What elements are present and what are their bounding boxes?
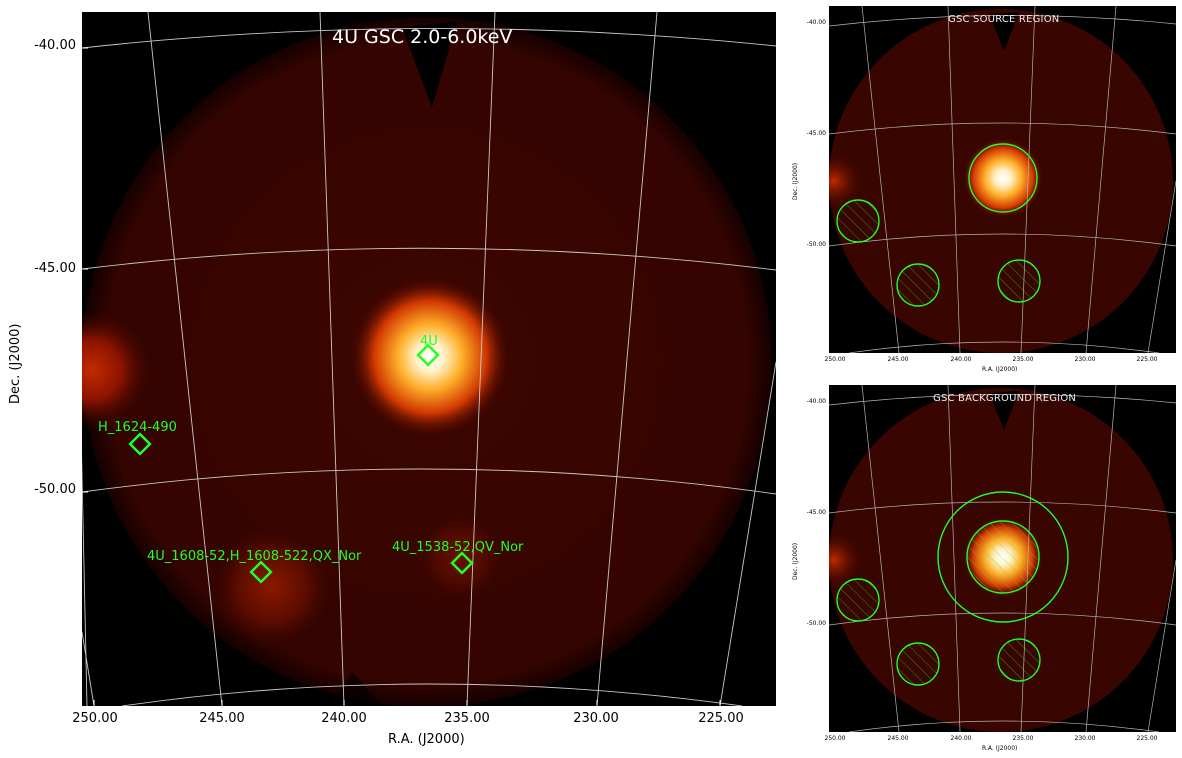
source-xtick-4: 235.00: [1012, 356, 1034, 363]
source-ylabel: Dec. (J2000): [792, 162, 799, 200]
source-region-map: [829, 6, 1176, 353]
source-xtick-1: 250.00: [824, 356, 846, 363]
bg-exclusion-region-2: [896, 642, 940, 686]
bg-xtick-3: 240.00: [950, 735, 972, 742]
grid-dec-55: [121, 683, 743, 706]
grid-ra-255: [82, 631, 95, 706]
grid-ra-235: [466, 12, 496, 706]
main-xtick-6: 225.00: [698, 711, 744, 726]
bg-xtick-4: 235.00: [1012, 735, 1034, 742]
main-xtick-2: 245.00: [199, 711, 245, 726]
marker-4u: [416, 343, 440, 367]
exclusion-region-1: [836, 199, 880, 243]
bg-ytick-3: -50.00: [806, 620, 826, 627]
main-title: 4U GSC 2.0-6.0keV: [332, 26, 513, 48]
source-ytick-3: -50.00: [806, 241, 826, 248]
marker-qv-nor: [450, 551, 474, 575]
main-ylabel: Dec. (J2000): [8, 323, 23, 404]
bg-xlabel: R.A. (J2000): [982, 745, 1018, 752]
source-region-panel[interactable]: GSC SOURCE REGION: [829, 6, 1176, 353]
source-region-circle: [968, 143, 1038, 213]
source-ytick-2: -45.00: [806, 130, 826, 137]
background-panel-title: GSC BACKGROUND REGION: [933, 393, 1077, 404]
source-panel-title: GSC SOURCE REGION: [948, 14, 1060, 25]
grid-ra-240: [319, 12, 345, 706]
main-ytick-2: -45.00: [34, 261, 76, 276]
source-ytick-1: -40.00: [806, 19, 826, 26]
grid-ra-250: [147, 12, 223, 706]
bg-ytick-1: -40.00: [806, 398, 826, 405]
bg-xtick-1: 250.00: [824, 735, 846, 742]
background-annulus-outer: [937, 491, 1069, 623]
main-image-panel[interactable]: 4U GSC 2.0-6.0keV 4U H_1624-490 4U_1608-…: [82, 12, 776, 706]
exclusion-region-3: [997, 259, 1041, 303]
main-xlabel: R.A. (J2000): [388, 732, 465, 747]
fov-notch-bottom: [332, 672, 382, 706]
blob-4u: [350, 277, 510, 437]
bg-xtick-2: 245.00: [887, 735, 909, 742]
label-4u: 4U: [420, 334, 438, 349]
main-xtick-1: 250.00: [72, 711, 118, 726]
source-xtick-2: 245.00: [887, 356, 909, 363]
marker-h1624: [128, 432, 152, 456]
label-qx-nor: 4U_1608-52,H_1608-522,QX_Nor: [147, 549, 362, 564]
source-xtick-3: 240.00: [950, 356, 972, 363]
fov-notch-top: [402, 22, 457, 107]
source-xtick-6: 225.00: [1136, 356, 1158, 363]
frame-ticks: [82, 47, 721, 706]
main-ytick-3: -50.00: [34, 482, 76, 497]
main-ytick-1: -40.00: [34, 38, 76, 53]
grid-dec-40: [82, 28, 776, 49]
exclusion-region-2: [896, 263, 940, 307]
label-h1624: H_1624-490: [98, 420, 177, 435]
bg-ylabel: Dec. (J2000): [792, 542, 799, 580]
background-annulus-inner: [966, 520, 1040, 594]
grid-dec-50: [82, 468, 776, 495]
blob-h1624: [82, 310, 152, 430]
source-xlabel: R.A. (J2000): [982, 366, 1018, 373]
background-region-map: [829, 385, 1176, 732]
main-xtick-5: 230.00: [573, 711, 619, 726]
bg-ytick-2: -45.00: [806, 509, 826, 516]
grid-ra-230: [596, 12, 658, 706]
marker-qx-nor: [249, 560, 273, 584]
main-xtick-3: 240.00: [321, 711, 367, 726]
bg-exclusion-region-1: [836, 578, 880, 622]
main-xtick-4: 235.00: [444, 711, 490, 726]
grid-ra-225: [719, 361, 776, 706]
main-sky-map: [82, 12, 776, 706]
background-region-panel[interactable]: GSC BACKGROUND REGION: [829, 385, 1176, 732]
grid-dec-45: [82, 247, 776, 271]
bg-exclusion-region-3: [997, 638, 1041, 682]
blob-qv-nor: [415, 512, 505, 602]
source-xtick-5: 230.00: [1074, 356, 1096, 363]
bg-xtick-6: 225.00: [1136, 735, 1158, 742]
blob-qx-nor: [212, 527, 332, 647]
bg-xtick-5: 230.00: [1074, 735, 1096, 742]
grid-ra-245: [82, 453, 88, 706]
label-qv-nor: 4U_1538-52,QV_Nor: [392, 540, 524, 555]
